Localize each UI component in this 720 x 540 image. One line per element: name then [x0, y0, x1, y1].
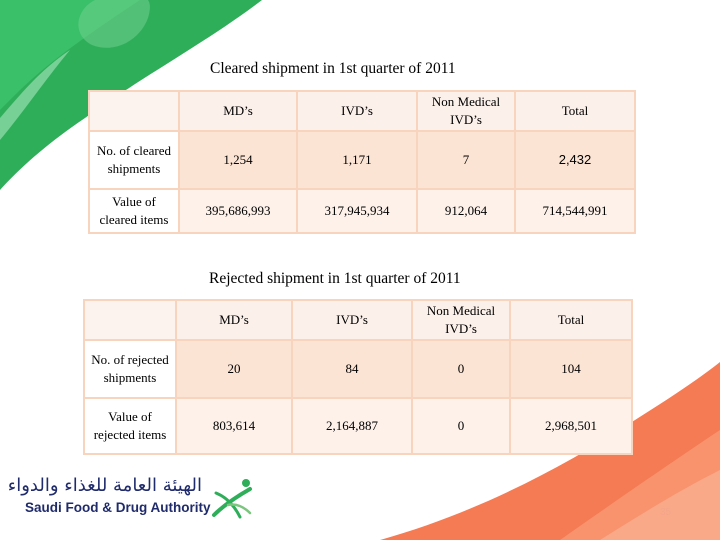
table-corner-cell	[83, 299, 177, 341]
row-header: No. of cleared shipments	[88, 130, 180, 190]
logo-arabic-text: الهيئة العامة للغذاء والدواء	[7, 475, 202, 496]
column-header: IVD’s	[296, 90, 418, 132]
cleared-shipments-table: MD’s IVD’s Non Medical IVD’s Total No. o…	[88, 90, 636, 234]
row-header: Value of rejected items	[83, 397, 177, 455]
sfda-emblem-icon	[212, 479, 252, 519]
table-row: Value of rejected items 803,614 2,164,88…	[83, 397, 633, 455]
row-header: No. of rejected shipments	[83, 339, 177, 399]
rejected-table-title: Rejected shipment in 1st quarter of 2011	[209, 270, 461, 287]
table-row: No. of rejected shipments 20 84 0 104	[83, 339, 633, 399]
green-sliver-top-left	[0, 50, 70, 140]
table-cell: 1,171	[296, 130, 418, 190]
table-cell: 395,686,993	[178, 188, 298, 234]
table-header-row: MD’s IVD’s Non Medical IVD’s Total	[88, 90, 636, 132]
column-header: Total	[509, 299, 633, 341]
table-cell: 714,544,991	[514, 188, 636, 234]
table-cell: 0	[411, 397, 511, 455]
orange-glow-bottom-right	[600, 470, 720, 540]
column-header: Non Medical IVD’s	[411, 299, 511, 341]
table-row: Value of cleared items 395,686,993 317,9…	[88, 188, 636, 234]
table-header-row: MD’s IVD’s Non Medical IVD’s Total	[83, 299, 633, 341]
table-cell: 1,254	[178, 130, 298, 190]
table-cell: 20	[175, 339, 293, 399]
table-cell: 84	[291, 339, 413, 399]
table-cell: 317,945,934	[296, 188, 418, 234]
table-row: No. of cleared shipments 1,254 1,171 7 2…	[88, 130, 636, 190]
cleared-table-title: Cleared shipment in 1st quarter of 2011	[210, 60, 456, 77]
table-cell: 0	[411, 339, 511, 399]
rejected-shipments-table: MD’s IVD’s Non Medical IVD’s Total No. o…	[83, 299, 633, 455]
column-header: IVD’s	[291, 299, 413, 341]
table-cell: 2,968,501	[509, 397, 633, 455]
table-cell: 2,164,887	[291, 397, 413, 455]
column-header: Total	[514, 90, 636, 132]
column-header: MD’s	[178, 90, 298, 132]
page-number: 35	[660, 507, 672, 518]
table-cell: 803,614	[175, 397, 293, 455]
logo-english-text: Saudi Food & Drug Authority	[25, 500, 211, 515]
light-green-swoosh-top-left	[0, 0, 140, 110]
sfda-logo: الهيئة العامة للغذاء والدواء Saudi Food …	[7, 473, 260, 525]
table-cell: 104	[509, 339, 633, 399]
table-corner-cell	[88, 90, 180, 132]
column-header: Non Medical IVD’s	[416, 90, 516, 132]
table-cell: 912,064	[416, 188, 516, 234]
green-circle-decoration	[78, 0, 150, 48]
table-cell: 2,432	[514, 130, 636, 190]
column-header: MD’s	[175, 299, 293, 341]
row-header: Value of cleared items	[88, 188, 180, 234]
table-cell: 7	[416, 130, 516, 190]
